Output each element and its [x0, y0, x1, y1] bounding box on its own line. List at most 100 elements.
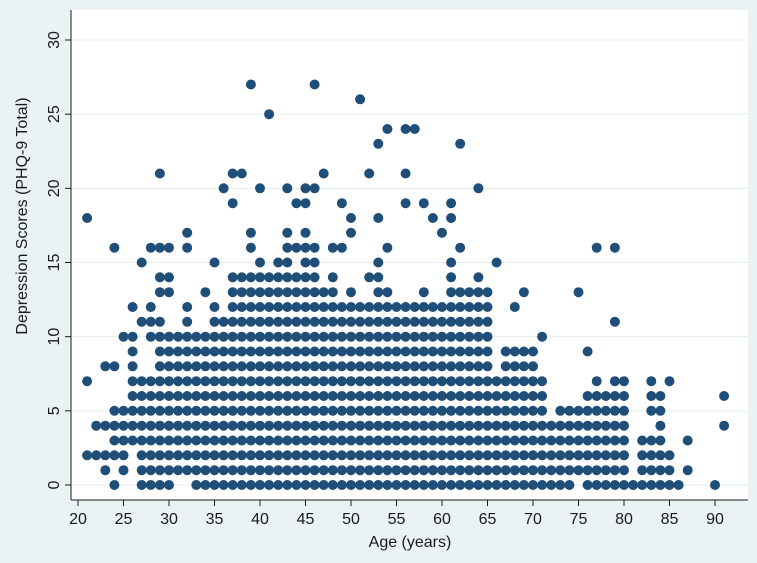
data-point: [291, 287, 302, 298]
data-point: [282, 420, 293, 431]
data-point: [400, 302, 411, 312]
data-point: [355, 376, 366, 387]
data-point: [400, 376, 411, 387]
data-point: [245, 272, 256, 283]
data-point: [291, 198, 302, 209]
data-point: [309, 480, 320, 490]
data-point: [227, 287, 238, 298]
data-point: [154, 465, 165, 476]
data-point: [373, 391, 384, 401]
data-point: [373, 316, 384, 327]
data-point: [191, 376, 202, 387]
data-point: [182, 450, 193, 461]
data-point: [318, 480, 329, 490]
data-point: [291, 391, 302, 401]
data-point: [573, 465, 584, 476]
data-point: [282, 391, 293, 401]
data-point: [482, 435, 493, 446]
data-point: [673, 480, 684, 490]
data-point: [609, 450, 620, 461]
plot-area: [71, 10, 748, 500]
data-point: [291, 316, 302, 327]
data-point: [154, 287, 165, 298]
data-point: [619, 450, 629, 461]
data-point: [200, 480, 211, 490]
data-point: [582, 450, 593, 461]
x-tick-label: 35: [206, 511, 224, 528]
data-point: [309, 450, 320, 461]
data-point: [382, 287, 393, 298]
data-point: [318, 391, 329, 401]
data-point: [346, 361, 356, 372]
data-point: [591, 435, 602, 446]
data-point: [273, 480, 284, 490]
data-point: [518, 450, 529, 461]
data-point: [473, 183, 484, 194]
data-point: [646, 405, 657, 416]
data-point: [300, 227, 311, 238]
data-point: [154, 405, 165, 416]
data-point: [355, 480, 366, 490]
data-point: [418, 405, 429, 416]
data-point: [200, 405, 211, 416]
data-point: [646, 450, 657, 461]
data-point: [291, 361, 302, 372]
data-point: [200, 376, 211, 387]
data-point: [300, 183, 311, 194]
data-point: [500, 420, 511, 431]
data-point: [482, 346, 493, 357]
data-point: [600, 420, 611, 431]
data-point: [318, 376, 329, 387]
data-point: [173, 331, 184, 342]
data-point: [164, 272, 174, 283]
data-point: [136, 480, 147, 490]
data-point: [518, 405, 529, 416]
data-point: [500, 450, 511, 461]
data-point: [327, 405, 338, 416]
data-point: [382, 361, 393, 372]
data-point: [482, 302, 493, 312]
data-point: [473, 331, 484, 342]
data-point: [218, 435, 229, 446]
data-point: [482, 391, 493, 401]
data-point: [145, 391, 156, 401]
data-point: [373, 272, 384, 283]
data-point: [537, 331, 548, 342]
data-point: [600, 450, 611, 461]
data-point: [364, 316, 375, 327]
data-point: [573, 287, 584, 298]
data-point: [400, 405, 411, 416]
data-point: [318, 316, 329, 327]
data-point: [227, 361, 238, 372]
data-point: [564, 465, 575, 476]
data-point: [400, 361, 411, 372]
data-point: [164, 465, 174, 476]
data-point: [327, 316, 338, 327]
data-point: [273, 287, 284, 298]
data-point: [391, 405, 402, 416]
data-point: [200, 346, 211, 357]
data-point: [273, 405, 284, 416]
data-point: [400, 316, 411, 327]
data-point: [127, 420, 138, 431]
data-point: [518, 391, 529, 401]
data-point: [173, 376, 184, 387]
data-point: [509, 405, 520, 416]
data-point: [145, 465, 156, 476]
data-point: [437, 227, 447, 238]
data-point: [491, 376, 502, 387]
data-point: [655, 480, 666, 490]
data-point: [710, 480, 720, 490]
data-point: [300, 242, 311, 253]
data-point: [437, 435, 447, 446]
data-point: [400, 480, 411, 490]
data-point: [437, 376, 447, 387]
data-point: [173, 420, 184, 431]
data-point: [200, 331, 211, 342]
data-points: [82, 79, 730, 490]
data-point: [537, 391, 548, 401]
data-point: [637, 480, 648, 490]
data-point: [346, 213, 356, 223]
data-point: [200, 287, 211, 298]
data-point: [191, 405, 202, 416]
